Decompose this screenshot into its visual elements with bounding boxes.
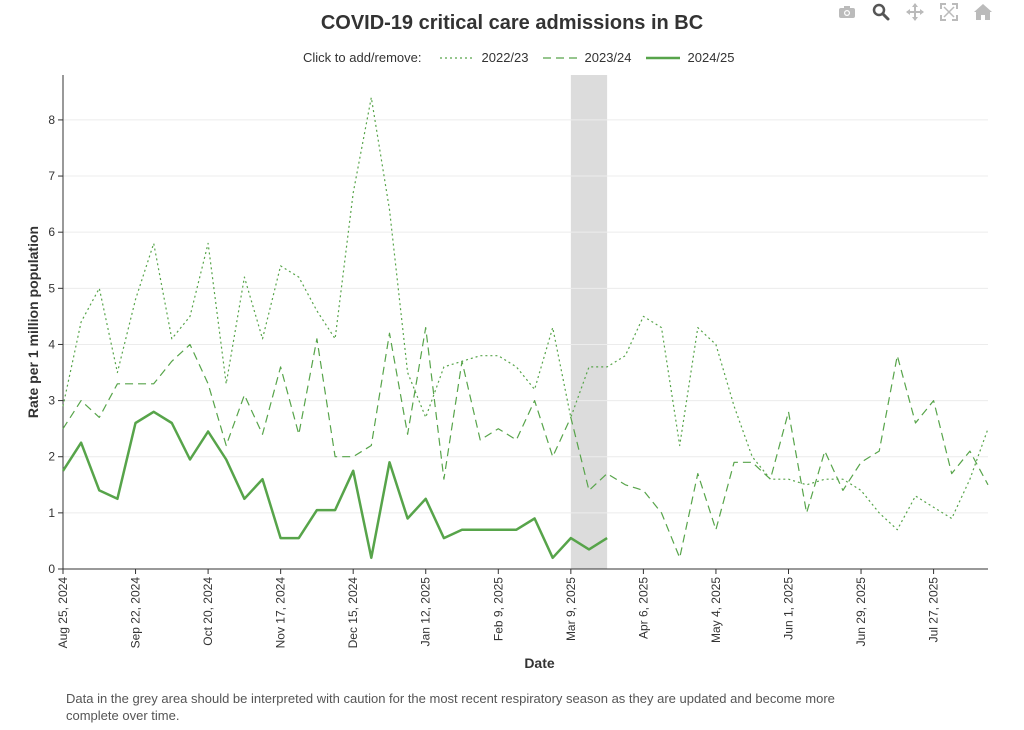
x-tick-label: Nov 17, 2024 (274, 577, 288, 649)
y-axis-title: Rate per 1 million population (25, 226, 41, 418)
legend-item-2023-24[interactable]: 2023/24 (542, 50, 632, 65)
x-tick-label: Dec 15, 2024 (346, 577, 360, 649)
legend-label-2023-24: 2023/24 (584, 50, 632, 65)
y-tick-label: 0 (48, 562, 55, 576)
legend-swatch-2023-24 (542, 56, 577, 59)
x-tick-label: Mar 9, 2025 (564, 577, 578, 641)
y-tick-label: 7 (48, 169, 55, 183)
x-tick-label: Feb 9, 2025 (491, 577, 505, 641)
chart-plot: 0 1 2 3 4 5 6 7 8 Aug 25, 2024 Sep 22, 2024 Oct 20,… (25, 75, 989, 671)
pan-icon[interactable] (904, 2, 926, 22)
autoscale-icon[interactable] (938, 2, 960, 22)
x-tick-label: Apr 6, 2025 (636, 577, 650, 639)
x-tick-label: Oct 20, 2024 (201, 577, 215, 646)
x-tick-label: Sep 22, 2024 (129, 577, 143, 649)
chart-title: COVID-19 critical care admissions in BC (320, 12, 704, 34)
x-tick-label: May 4, 2025 (709, 577, 723, 643)
y-tick-label: 4 (48, 337, 55, 351)
x-tick-label: Jan 12, 2025 (419, 577, 433, 647)
legend-label-2024-25: 2024/25 (687, 50, 735, 65)
chart-toolbar (836, 2, 994, 22)
legend-swatch-2024-25 (645, 56, 680, 59)
x-tick-label: Jun 1, 2025 (781, 577, 795, 640)
legend-item-2024-25[interactable]: 2024/25 (645, 50, 735, 65)
zoom-icon[interactable] (870, 2, 892, 22)
y-tick-label: 5 (48, 281, 55, 295)
x-axis-title: Date (524, 655, 555, 671)
y-tick-label: 6 (48, 225, 55, 239)
x-tick-label: Jun 29, 2025 (854, 577, 868, 647)
y-tick-label: 1 (48, 506, 55, 520)
legend-prompt: Click to add/remove: (303, 50, 422, 65)
series-line-2023-24 (62, 327, 989, 559)
camera-icon[interactable] (836, 2, 858, 22)
legend-label-2022-23: 2022/23 (481, 50, 529, 65)
shaded-region (570, 75, 608, 569)
y-tick-label: 2 (48, 450, 55, 464)
series-line-2024-25 (61, 410, 608, 560)
footnote: Data in the grey area should be interpre… (66, 691, 835, 723)
y-tick-label: 8 (48, 113, 55, 127)
y-tick-label: 3 (48, 394, 55, 408)
chart-legend: Click to add/remove: 2022/23 2023/24 202… (303, 50, 749, 65)
series-line-2022-23 (62, 96, 989, 531)
home-icon[interactable] (972, 2, 994, 22)
legend-swatch-2022-23 (439, 56, 474, 59)
x-tick-label: Jul 27, 2025 (927, 577, 941, 643)
legend-item-2022-23[interactable]: 2022/23 (439, 50, 529, 65)
x-tick-label: Aug 25, 2024 (56, 577, 70, 649)
